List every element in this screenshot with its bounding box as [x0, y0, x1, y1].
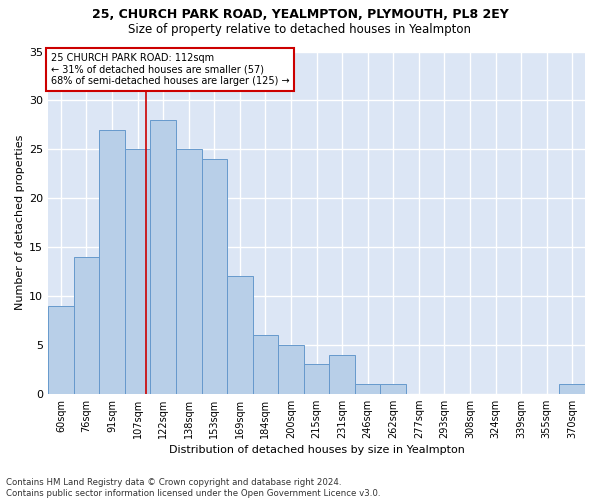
Bar — [48, 306, 74, 394]
Bar — [253, 335, 278, 394]
Bar — [151, 120, 176, 394]
Bar — [278, 345, 304, 394]
Bar — [202, 159, 227, 394]
Bar — [380, 384, 406, 394]
Bar — [176, 150, 202, 394]
Bar — [355, 384, 380, 394]
Bar — [304, 364, 329, 394]
X-axis label: Distribution of detached houses by size in Yealmpton: Distribution of detached houses by size … — [169, 445, 464, 455]
Text: Size of property relative to detached houses in Yealmpton: Size of property relative to detached ho… — [128, 22, 472, 36]
Bar — [99, 130, 125, 394]
Text: 25, CHURCH PARK ROAD, YEALMPTON, PLYMOUTH, PL8 2EY: 25, CHURCH PARK ROAD, YEALMPTON, PLYMOUT… — [92, 8, 508, 20]
Bar — [559, 384, 585, 394]
Bar — [125, 150, 151, 394]
Y-axis label: Number of detached properties: Number of detached properties — [15, 135, 25, 310]
Text: Contains HM Land Registry data © Crown copyright and database right 2024.
Contai: Contains HM Land Registry data © Crown c… — [6, 478, 380, 498]
Bar — [329, 354, 355, 394]
Bar — [227, 276, 253, 394]
Text: 25 CHURCH PARK ROAD: 112sqm
← 31% of detached houses are smaller (57)
68% of sem: 25 CHURCH PARK ROAD: 112sqm ← 31% of det… — [51, 53, 289, 86]
Bar — [74, 257, 99, 394]
